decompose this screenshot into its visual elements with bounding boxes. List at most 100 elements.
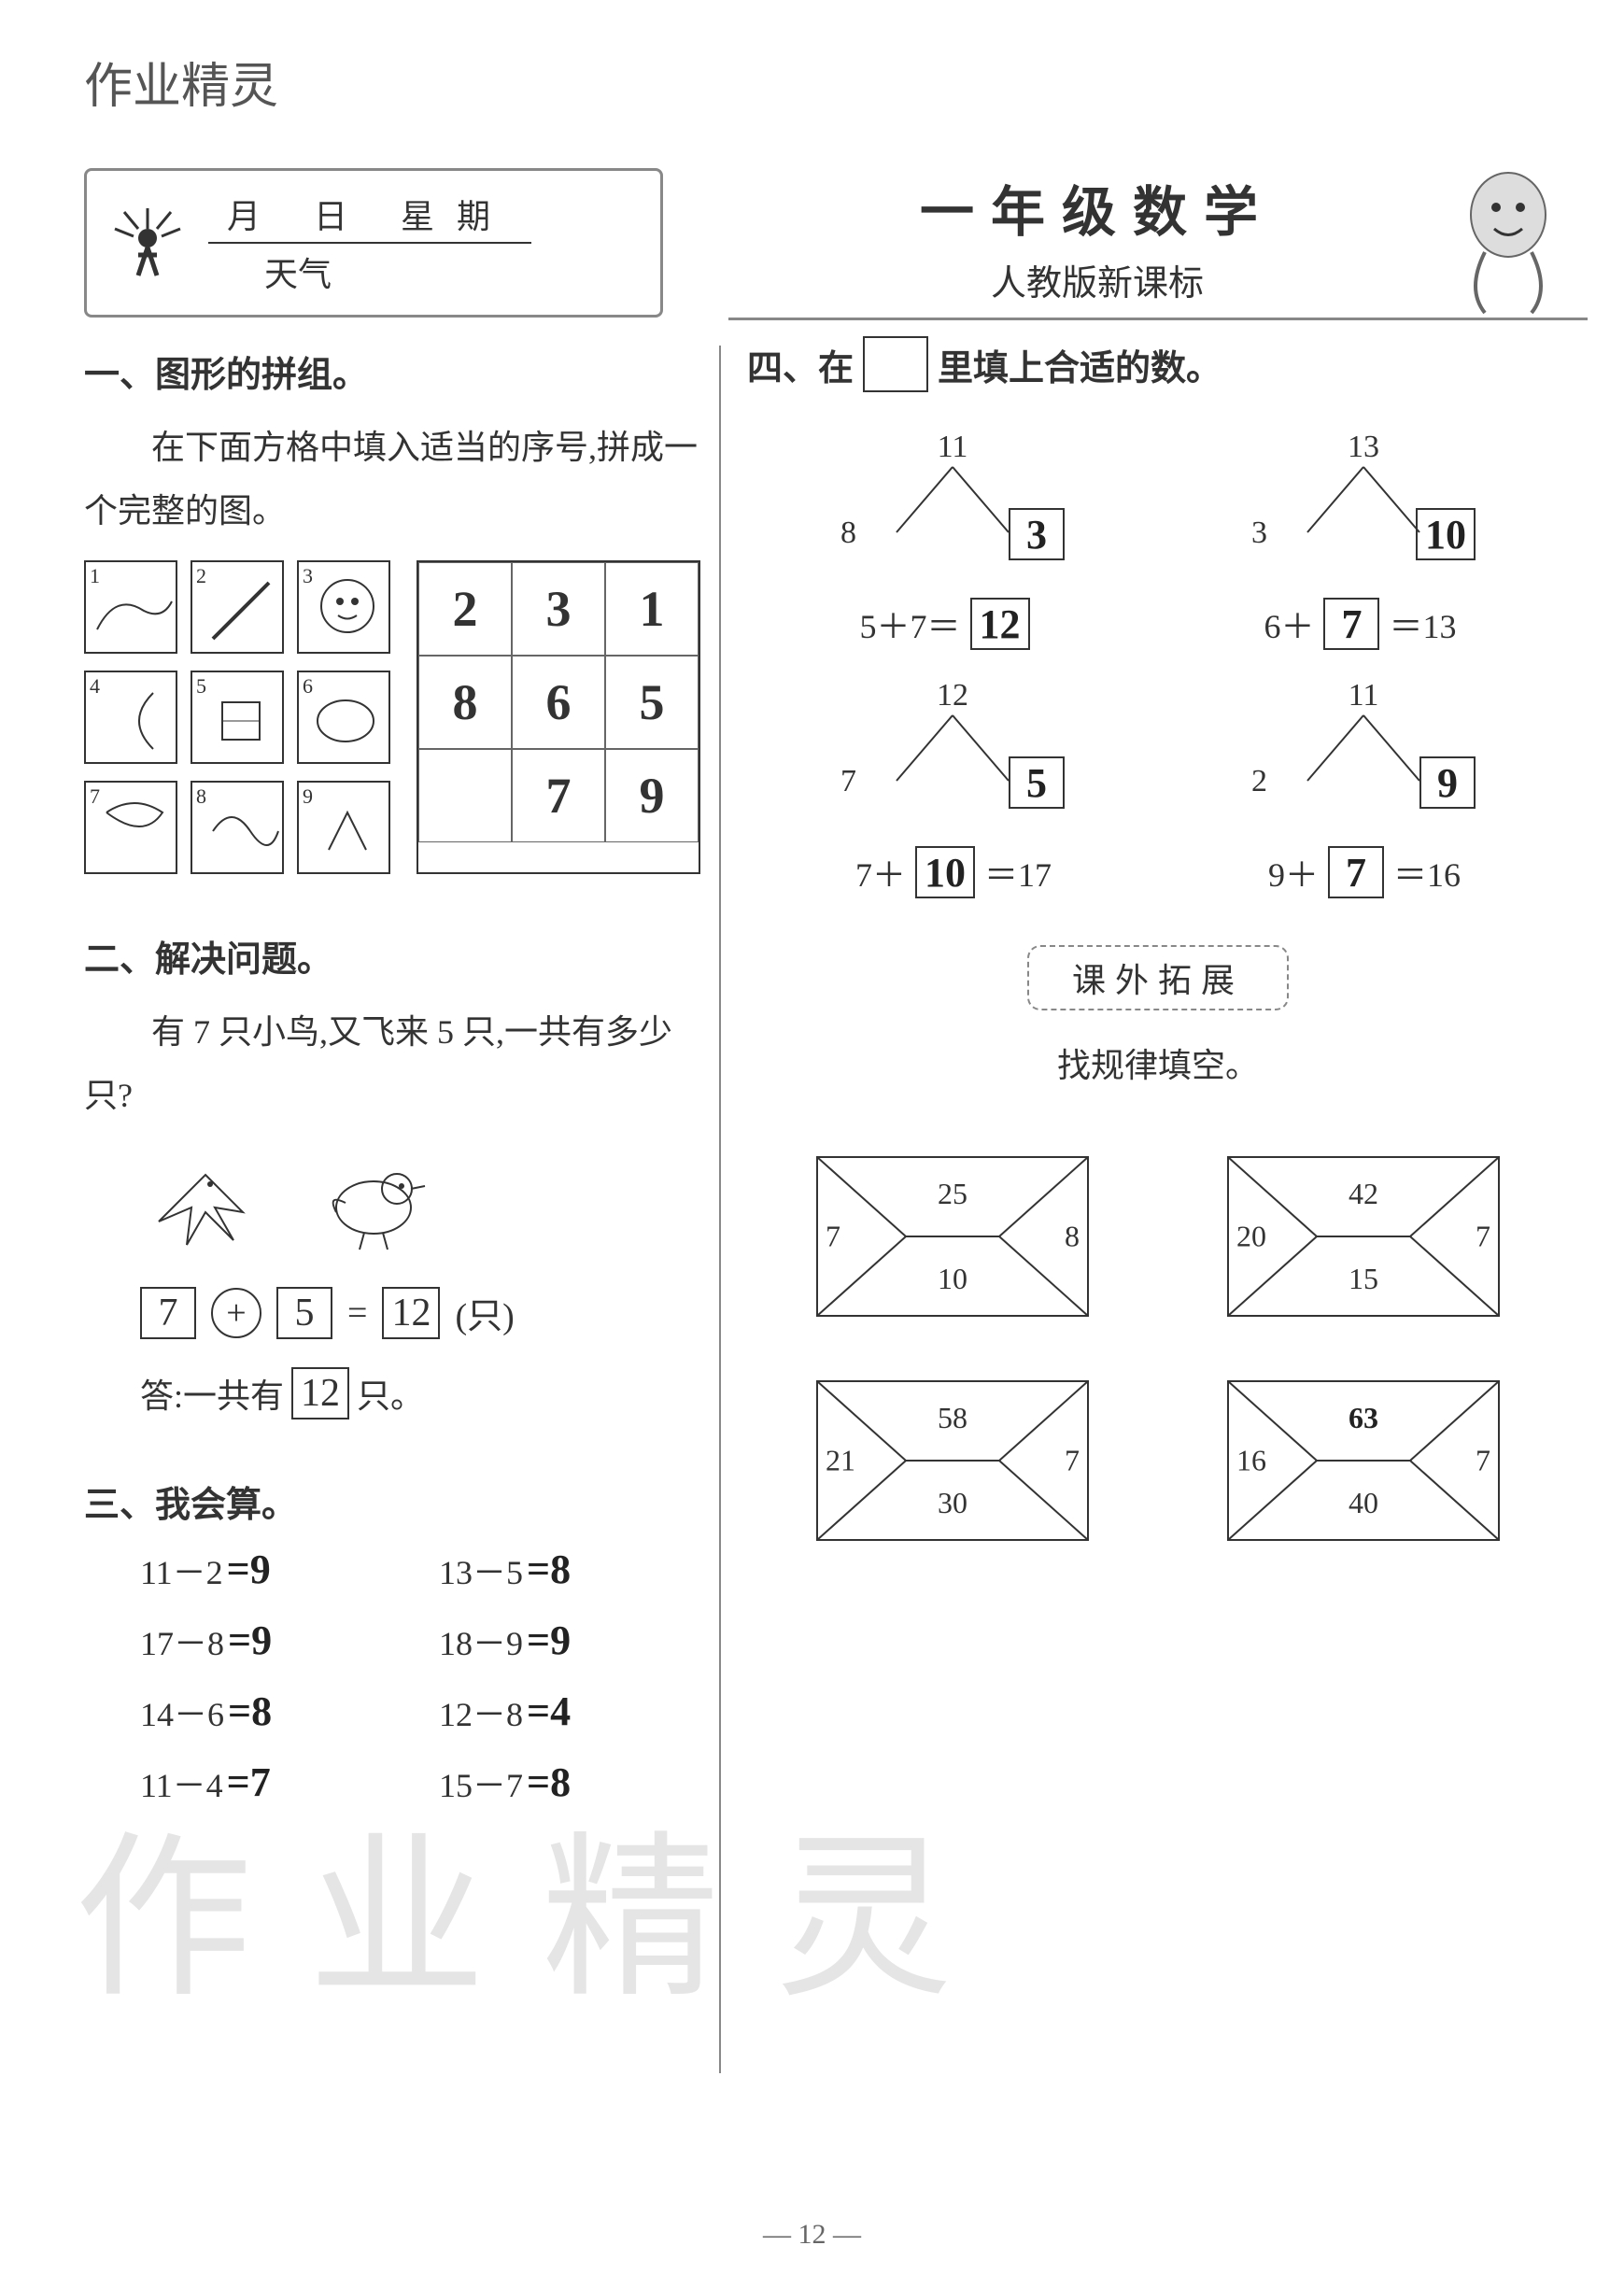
pb-left: 16 <box>1236 1444 1266 1478</box>
number-bond: 1275 <box>822 678 1083 809</box>
grid-cell: 5 <box>605 656 699 749</box>
pattern-row: 2510784215207 <box>747 1152 1569 1321</box>
q4-title-after: 里填上合适的数。 <box>938 339 1222 390</box>
puzzle-grid: 2 3 1 8 6 5 7 9 <box>417 560 700 874</box>
calc-expr: 17－8 <box>140 1617 224 1665</box>
eq-equals: = <box>347 1292 367 1334</box>
grid-cell: 3 <box>512 562 605 656</box>
tile: 3 <box>297 560 390 654</box>
calc-ans: =7 <box>227 1758 271 1806</box>
right-column: 四、在 里填上合适的数。 118313310 5＋7＝126＋7＝13 1275… <box>747 336 1569 1601</box>
calc-expr: 12－8 <box>439 1688 523 1736</box>
calc-item: 12－8=4 <box>439 1688 700 1736</box>
wave-divider <box>728 318 1588 320</box>
pattern-box: 6340167 <box>1223 1377 1504 1545</box>
eq-pre: 7＋ <box>855 848 906 897</box>
calc-expr: 14－6 <box>140 1688 224 1736</box>
bond-left: 3 <box>1251 516 1267 551</box>
bond-left: 7 <box>840 764 856 799</box>
q1-instruction: 在下面方格中填入适当的序号,拼成一个完整的图。 <box>84 416 700 544</box>
eq-op: + <box>211 1288 261 1338</box>
bond-top: 12 <box>937 678 968 713</box>
pattern-box: 5830217 <box>812 1377 1093 1545</box>
eq-unit: (只) <box>455 1287 514 1338</box>
grade-title: 一年级数学 <box>747 168 1447 247</box>
eq-box: 7 <box>1328 846 1384 898</box>
pb-right: 7 <box>1065 1444 1080 1478</box>
pb-left: 7 <box>826 1220 840 1254</box>
header-date-text: 月 日 星期 天气 <box>208 186 531 300</box>
puzzle-tiles: 1 2 3 4 5 6 7 8 9 <box>84 560 390 874</box>
calc-item: 13－5=8 <box>439 1546 700 1594</box>
grid-cell: 8 <box>418 656 512 749</box>
q2-answer-line: 答:一共有 12 只。 <box>140 1367 700 1419</box>
calc-item: 17－8=9 <box>140 1617 402 1665</box>
pb-top: 63 <box>1349 1401 1378 1435</box>
column-divider <box>719 346 721 2073</box>
pb-left: 21 <box>826 1444 855 1478</box>
pb-bottom: 15 <box>1349 1262 1378 1296</box>
eq-box-a: 7 <box>140 1287 196 1339</box>
calc-item: 11－2=9 <box>140 1546 402 1594</box>
watermark-top: 作业精灵 <box>84 47 278 117</box>
eq-item: 6＋7＝13 <box>1264 598 1456 650</box>
tile: 4 <box>84 671 177 764</box>
grid-cell: 1 <box>605 562 699 656</box>
calc-ans: =9 <box>227 1546 271 1593</box>
grid-cell: 2 <box>418 562 512 656</box>
eq-pre: 6＋ <box>1264 600 1314 648</box>
pb-top: 25 <box>938 1177 967 1211</box>
grid-cell: 7 <box>512 749 605 842</box>
tile: 5 <box>191 671 284 764</box>
tile: 9 <box>297 781 390 874</box>
q1-title: 一、图形的拼组。 <box>84 346 700 397</box>
calc-expr: 18－9 <box>439 1617 523 1665</box>
eq-box: 12 <box>970 598 1030 650</box>
birds-illustration <box>140 1156 700 1259</box>
pattern-row: 58302176340167 <box>747 1377 1569 1545</box>
bond-right: 9 <box>1419 756 1476 809</box>
eq-box: 7 <box>1323 598 1379 650</box>
header-date-card: 月 日 星期 天气 <box>84 168 663 318</box>
calc-expr: 11－2 <box>140 1546 223 1594</box>
answer-box: 12 <box>291 1367 349 1419</box>
bond-right: 10 <box>1416 508 1476 560</box>
bond-right: 3 <box>1009 508 1065 560</box>
bird-icon <box>140 1156 271 1259</box>
tile: 6 <box>297 671 390 764</box>
calc-ans: =8 <box>527 1546 571 1593</box>
bond-row: 12751129 <box>747 678 1569 809</box>
calc-item: 14－6=8 <box>140 1688 402 1736</box>
pb-left: 20 <box>1236 1220 1266 1254</box>
calc-expr: 11－4 <box>140 1758 223 1807</box>
pb-top: 42 <box>1349 1177 1378 1211</box>
bond-left: 8 <box>840 516 856 551</box>
pattern-box: 4215207 <box>1223 1152 1504 1321</box>
page-number: — 12 — <box>763 2219 861 2251</box>
eq-post: ＝16 <box>1393 848 1461 897</box>
tile: 8 <box>191 781 284 874</box>
pb-top: 58 <box>938 1401 967 1435</box>
inline-box-icon <box>863 336 928 392</box>
calc-expr: 13－5 <box>439 1546 523 1594</box>
answer-prefix: 答:一共有 <box>140 1369 284 1418</box>
eq-box: 10 <box>915 846 975 898</box>
extension-banner: 课外拓展 <box>1027 945 1289 1010</box>
eq-item: 5＋7＝12 <box>859 598 1038 650</box>
bird-icon <box>308 1156 439 1259</box>
pattern-container: 251078421520758302176340167 <box>747 1152 1569 1545</box>
pb-right: 8 <box>1065 1220 1080 1254</box>
calc-item: 15－7=8 <box>439 1758 700 1807</box>
date-row: 月 日 星期 <box>208 186 531 244</box>
tile: 2 <box>191 560 284 654</box>
puzzle-area: 1 2 3 4 5 6 7 8 9 2 3 1 8 6 5 7 9 <box>84 560 700 874</box>
bond-top: 11 <box>938 430 968 465</box>
eq-box-b: 5 <box>276 1287 332 1339</box>
weather-row: 天气 <box>208 244 531 300</box>
eq-post: ＝17 <box>984 848 1052 897</box>
q3-title: 三、我会算。 <box>84 1476 700 1527</box>
answer-suffix: 只。 <box>357 1369 424 1418</box>
grid-cell: 6 <box>512 656 605 749</box>
eq-item: 9＋7＝16 <box>1268 846 1461 898</box>
q4-title-before: 四、在 <box>747 339 854 390</box>
